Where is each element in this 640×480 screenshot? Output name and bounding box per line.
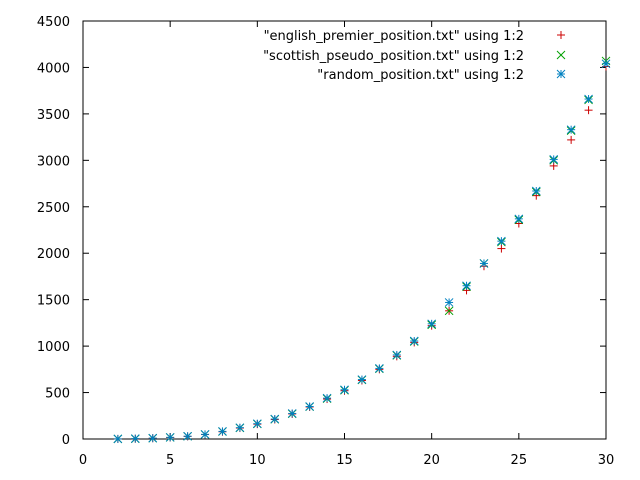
data-point-star <box>462 281 471 291</box>
data-point-star <box>497 236 506 246</box>
legend-marker-star <box>556 69 566 79</box>
data-point-star <box>322 393 332 403</box>
data-point-star <box>531 186 541 196</box>
y-tick-label: 2000 <box>37 247 70 262</box>
data-point-plus <box>567 135 576 144</box>
legend-label: "random_position.txt" using 1:2 <box>317 68 524 83</box>
data-point-star <box>252 419 262 429</box>
data-point-star <box>183 431 192 441</box>
data-point-star <box>200 430 210 439</box>
data-point-star <box>584 94 593 104</box>
data-point-star <box>357 375 367 384</box>
data-point-star <box>287 409 297 418</box>
y-tick-label: 4000 <box>37 61 70 76</box>
x-tick-label: 5 <box>166 453 174 468</box>
x-tick-label: 20 <box>423 453 440 468</box>
data-point-star <box>444 298 454 307</box>
data-point-star <box>479 259 489 268</box>
data-point-star <box>549 155 559 164</box>
y-tick-label: 3500 <box>37 108 70 123</box>
x-tick-label: 25 <box>511 453 528 468</box>
y-tick-label: 2500 <box>37 201 70 216</box>
x-tick-label: 15 <box>336 453 353 468</box>
series-x <box>113 56 611 444</box>
legend-marker-x <box>556 50 566 60</box>
y-tick-label: 0 <box>62 433 70 448</box>
x-tick-label: 30 <box>598 453 615 468</box>
data-point-star <box>375 364 384 373</box>
y-tick-label: 500 <box>45 387 70 402</box>
data-point-star <box>235 423 245 433</box>
legend-label: "scottish_pseudo_position.txt" using 1:2 <box>263 49 524 64</box>
x-tick-label: 0 <box>79 453 87 468</box>
data-point-star <box>340 385 349 395</box>
data-point-star <box>130 434 140 443</box>
data-point-plus <box>584 106 593 115</box>
y-tick-label: 1500 <box>37 294 70 309</box>
y-tick-label: 1000 <box>37 340 70 355</box>
data-point-star <box>566 125 576 135</box>
data-point-plus <box>497 244 506 253</box>
axes: 0 5 10 15 20 25 30 0 500 1000 1500 2000 2500 3000 3500… <box>37 15 614 468</box>
data-point-star <box>218 427 227 436</box>
data-points <box>113 56 611 444</box>
legend-label: "english_premier_position.txt" using 1:2 <box>264 29 524 44</box>
series-star <box>113 59 611 444</box>
data-point-star <box>392 350 402 360</box>
data-point-star <box>148 433 158 443</box>
data-point-x <box>444 306 454 316</box>
legend: "english_premier_position.txt" using 1:2… <box>263 29 566 83</box>
data-point-star <box>409 336 419 346</box>
data-point-star <box>427 319 437 329</box>
y-tick-label: 4500 <box>37 15 70 30</box>
series-plus <box>113 62 610 443</box>
legend-marker-plus <box>557 31 565 39</box>
x-tick-label: 10 <box>249 453 266 468</box>
data-point-star <box>165 432 175 442</box>
y-tick-label: 3000 <box>37 154 70 169</box>
data-point-star <box>601 59 611 69</box>
data-point-star <box>514 214 524 224</box>
data-point-star <box>270 414 280 424</box>
data-point-star <box>113 434 123 444</box>
plot-frame <box>82 20 607 440</box>
data-point-star <box>305 402 314 411</box>
